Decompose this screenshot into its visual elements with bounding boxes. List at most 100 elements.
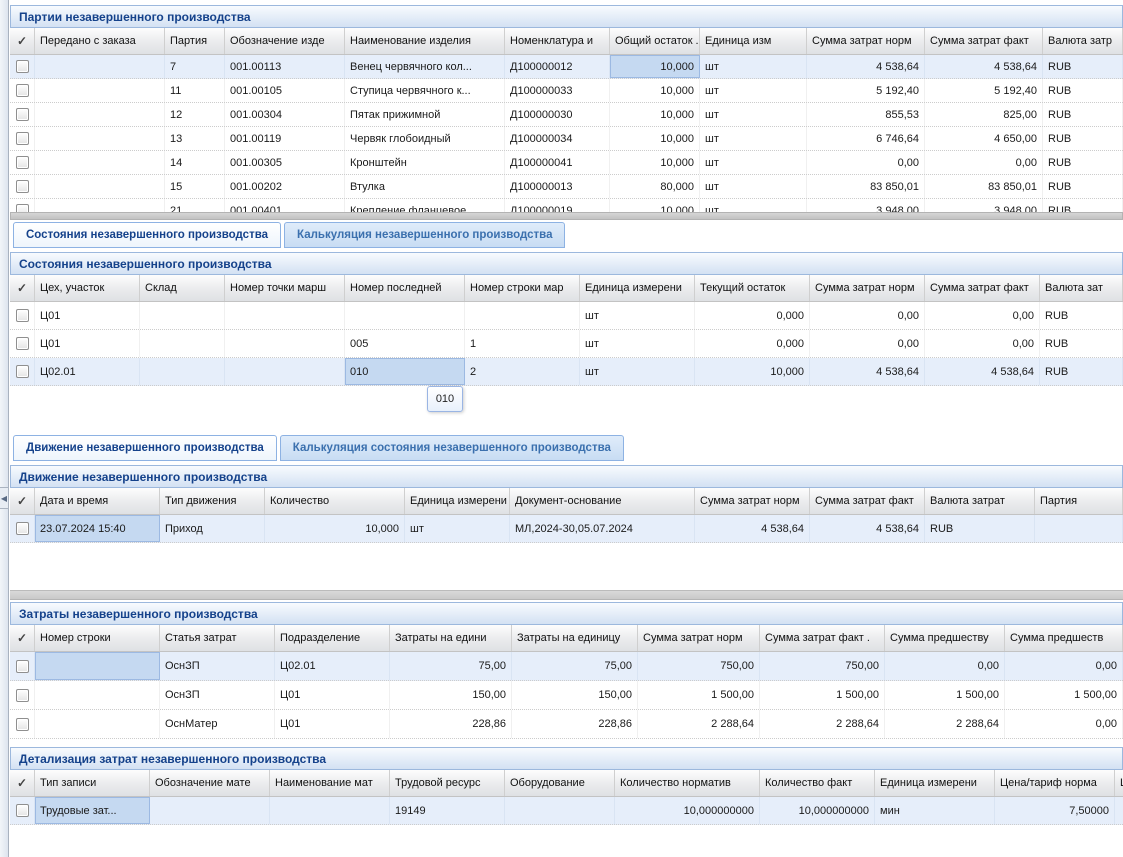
column-header[interactable]: Сумма затрат норм [810, 275, 925, 301]
grid-cell[interactable]: 4 538,64 [807, 55, 925, 78]
grid-cell[interactable]: 1 500,00 [760, 681, 885, 709]
grid-row[interactable]: 15 001.00202 Втулка Д100000013 80,000 шт 83 85… [10, 175, 1123, 199]
grid-cell[interactable]: 10,000 [610, 103, 700, 126]
select-all-checkbox[interactable]: ✓ [10, 770, 35, 796]
grid-cell[interactable]: 0,00 [807, 151, 925, 174]
column-header[interactable]: Наименование мат [270, 770, 390, 796]
grid-cell[interactable]: 0,000 [695, 330, 810, 357]
grid-cell[interactable]: шт [405, 515, 510, 542]
grid-cell[interactable]: 75,00 [512, 652, 638, 680]
column-header[interactable]: Единица измерени [875, 770, 995, 796]
row-checkbox[interactable] [15, 204, 29, 212]
grid-cell[interactable]: 15 [165, 175, 225, 198]
grid-cell[interactable]: Ц01 [275, 710, 390, 738]
column-header[interactable]: Партия [165, 28, 225, 54]
column-header[interactable]: Количество факт [760, 770, 875, 796]
grid-cell[interactable]: 10,000000000 [760, 797, 875, 824]
grid-cell[interactable] [35, 199, 165, 212]
column-header[interactable]: Сумма затрат факт [925, 275, 1040, 301]
column-header[interactable]: Тип движения [160, 488, 265, 514]
grid-cell[interactable]: шт [700, 55, 807, 78]
column-header[interactable]: Цена/тариф норма [995, 770, 1115, 796]
grid-row[interactable]: 11 001.00105 Ступица червячного к... Д10000… [10, 79, 1123, 103]
select-all-checkbox[interactable]: ✓ [10, 275, 35, 301]
grid-row[interactable]: 21 001.00401 Крепление фланцевое Д100000019… [10, 199, 1123, 212]
grid-cell[interactable]: 21 [165, 199, 225, 212]
grid-cell[interactable]: 0,00 [885, 652, 1005, 680]
column-header[interactable]: Единица изм [700, 28, 807, 54]
column-header[interactable]: Валюта затрат [925, 488, 1035, 514]
grid-cell[interactable] [345, 302, 465, 329]
grid-cell[interactable]: ОснЗП [160, 681, 275, 709]
grid-cell[interactable]: шт [700, 199, 807, 212]
grid-cell[interactable]: 10,000 [610, 151, 700, 174]
grid-cell[interactable]: ОснМатер [160, 710, 275, 738]
column-header[interactable]: Цех, участок [35, 275, 140, 301]
grid-cell[interactable] [465, 302, 580, 329]
grid-cell[interactable]: RUB [1043, 103, 1123, 126]
select-all-checkbox[interactable]: ✓ [10, 488, 35, 514]
row-checkbox[interactable] [15, 309, 29, 322]
grid-cell[interactable]: Трудовые зат... [35, 797, 150, 824]
column-header[interactable]: Ц [1115, 770, 1123, 796]
grid-cell[interactable]: 83 850,01 [925, 175, 1043, 198]
grid-cell[interactable]: Д100000012 [505, 55, 610, 78]
grid-cell[interactable] [35, 710, 160, 738]
grid-cell[interactable]: 0,00 [1005, 652, 1123, 680]
grid-cell[interactable]: мин [875, 797, 995, 824]
grid-row[interactable]: 12 001.00304 Пятак прижимной Д100000030 10,0… [10, 103, 1123, 127]
column-header[interactable]: Подразделение [275, 625, 390, 651]
tab-inactive-1[interactable]: Калькуляция состояния незавершенного про… [279, 435, 624, 461]
grid-cell[interactable]: 001.00113 [225, 55, 345, 78]
grid-cell[interactable] [35, 151, 165, 174]
column-header[interactable]: Оборудование [505, 770, 615, 796]
grid-cell[interactable]: 11 [165, 79, 225, 102]
grid-cell[interactable]: 7 [165, 55, 225, 78]
row-checkbox[interactable] [15, 60, 29, 73]
grid-cell[interactable]: 2 288,64 [760, 710, 885, 738]
grid-cell[interactable]: 6 746,64 [807, 127, 925, 150]
grid-row[interactable]: ОснЗП Ц01 150,00 150,00 1 500,00 1 500,00 1 50… [10, 681, 1123, 710]
grid-cell[interactable]: 14 [165, 151, 225, 174]
grid-cell[interactable]: 10,000 [695, 358, 810, 385]
grid-cell[interactable] [140, 330, 225, 357]
column-header[interactable]: Затраты на единицу [512, 625, 638, 651]
grid-cell[interactable]: шт [700, 79, 807, 102]
grid-cell[interactable]: Д100000033 [505, 79, 610, 102]
grid-cell[interactable]: 80,000 [610, 175, 700, 198]
row-checkbox[interactable] [15, 804, 29, 817]
grid-cell[interactable]: Венец червячного кол... [345, 55, 505, 78]
grid-cell[interactable]: 4 538,64 [925, 358, 1040, 385]
row-checkbox[interactable] [15, 688, 29, 702]
grid-cell[interactable] [35, 103, 165, 126]
grid-cell[interactable]: 1 500,00 [638, 681, 760, 709]
grid-cell[interactable]: Крепление фланцевое [345, 199, 505, 212]
column-header[interactable]: Валюта зат [1040, 275, 1123, 301]
grid-cell[interactable]: Ц01 [35, 330, 140, 357]
column-header[interactable]: Сумма предшеств [1005, 625, 1123, 651]
grid-cell[interactable] [505, 797, 615, 824]
grid-cell[interactable]: шт [700, 175, 807, 198]
grid-cell[interactable]: 0,00 [810, 330, 925, 357]
grid-cell[interactable]: 010 [345, 358, 465, 385]
grid-cell[interactable]: RUB [1043, 151, 1123, 174]
row-checkbox[interactable] [15, 132, 29, 145]
grid-cell[interactable]: 23.07.2024 15:40 [35, 515, 160, 542]
grid-cell[interactable]: RUB [1043, 175, 1123, 198]
column-header[interactable]: Статья затрат [160, 625, 275, 651]
select-all-checkbox[interactable]: ✓ [10, 625, 35, 651]
grid-cell[interactable]: 10,000 [265, 515, 405, 542]
grid-cell[interactable]: 10,000 [610, 127, 700, 150]
grid-cell[interactable]: Приход [160, 515, 265, 542]
column-header[interactable]: Номенклатура и [505, 28, 610, 54]
grid-cell[interactable]: Д100000034 [505, 127, 610, 150]
grid-cell[interactable]: 12 [165, 103, 225, 126]
column-header[interactable]: Сумма затрат факт [925, 28, 1043, 54]
tab-active-0[interactable]: Движение незавершенного производства [13, 435, 277, 461]
grid-cell[interactable]: 2 [465, 358, 580, 385]
column-header[interactable]: Сумма затрат норм [695, 488, 810, 514]
grid-cell[interactable] [35, 127, 165, 150]
grid-row[interactable]: 23.07.2024 15:40 Приход 10,000 шт МЛ,2024-30… [10, 515, 1123, 543]
grid-cell[interactable]: 825,00 [925, 103, 1043, 126]
grid-row[interactable]: ОснЗП Ц02.01 75,00 75,00 750,00 750,00 0,00 0,0… [10, 652, 1123, 681]
